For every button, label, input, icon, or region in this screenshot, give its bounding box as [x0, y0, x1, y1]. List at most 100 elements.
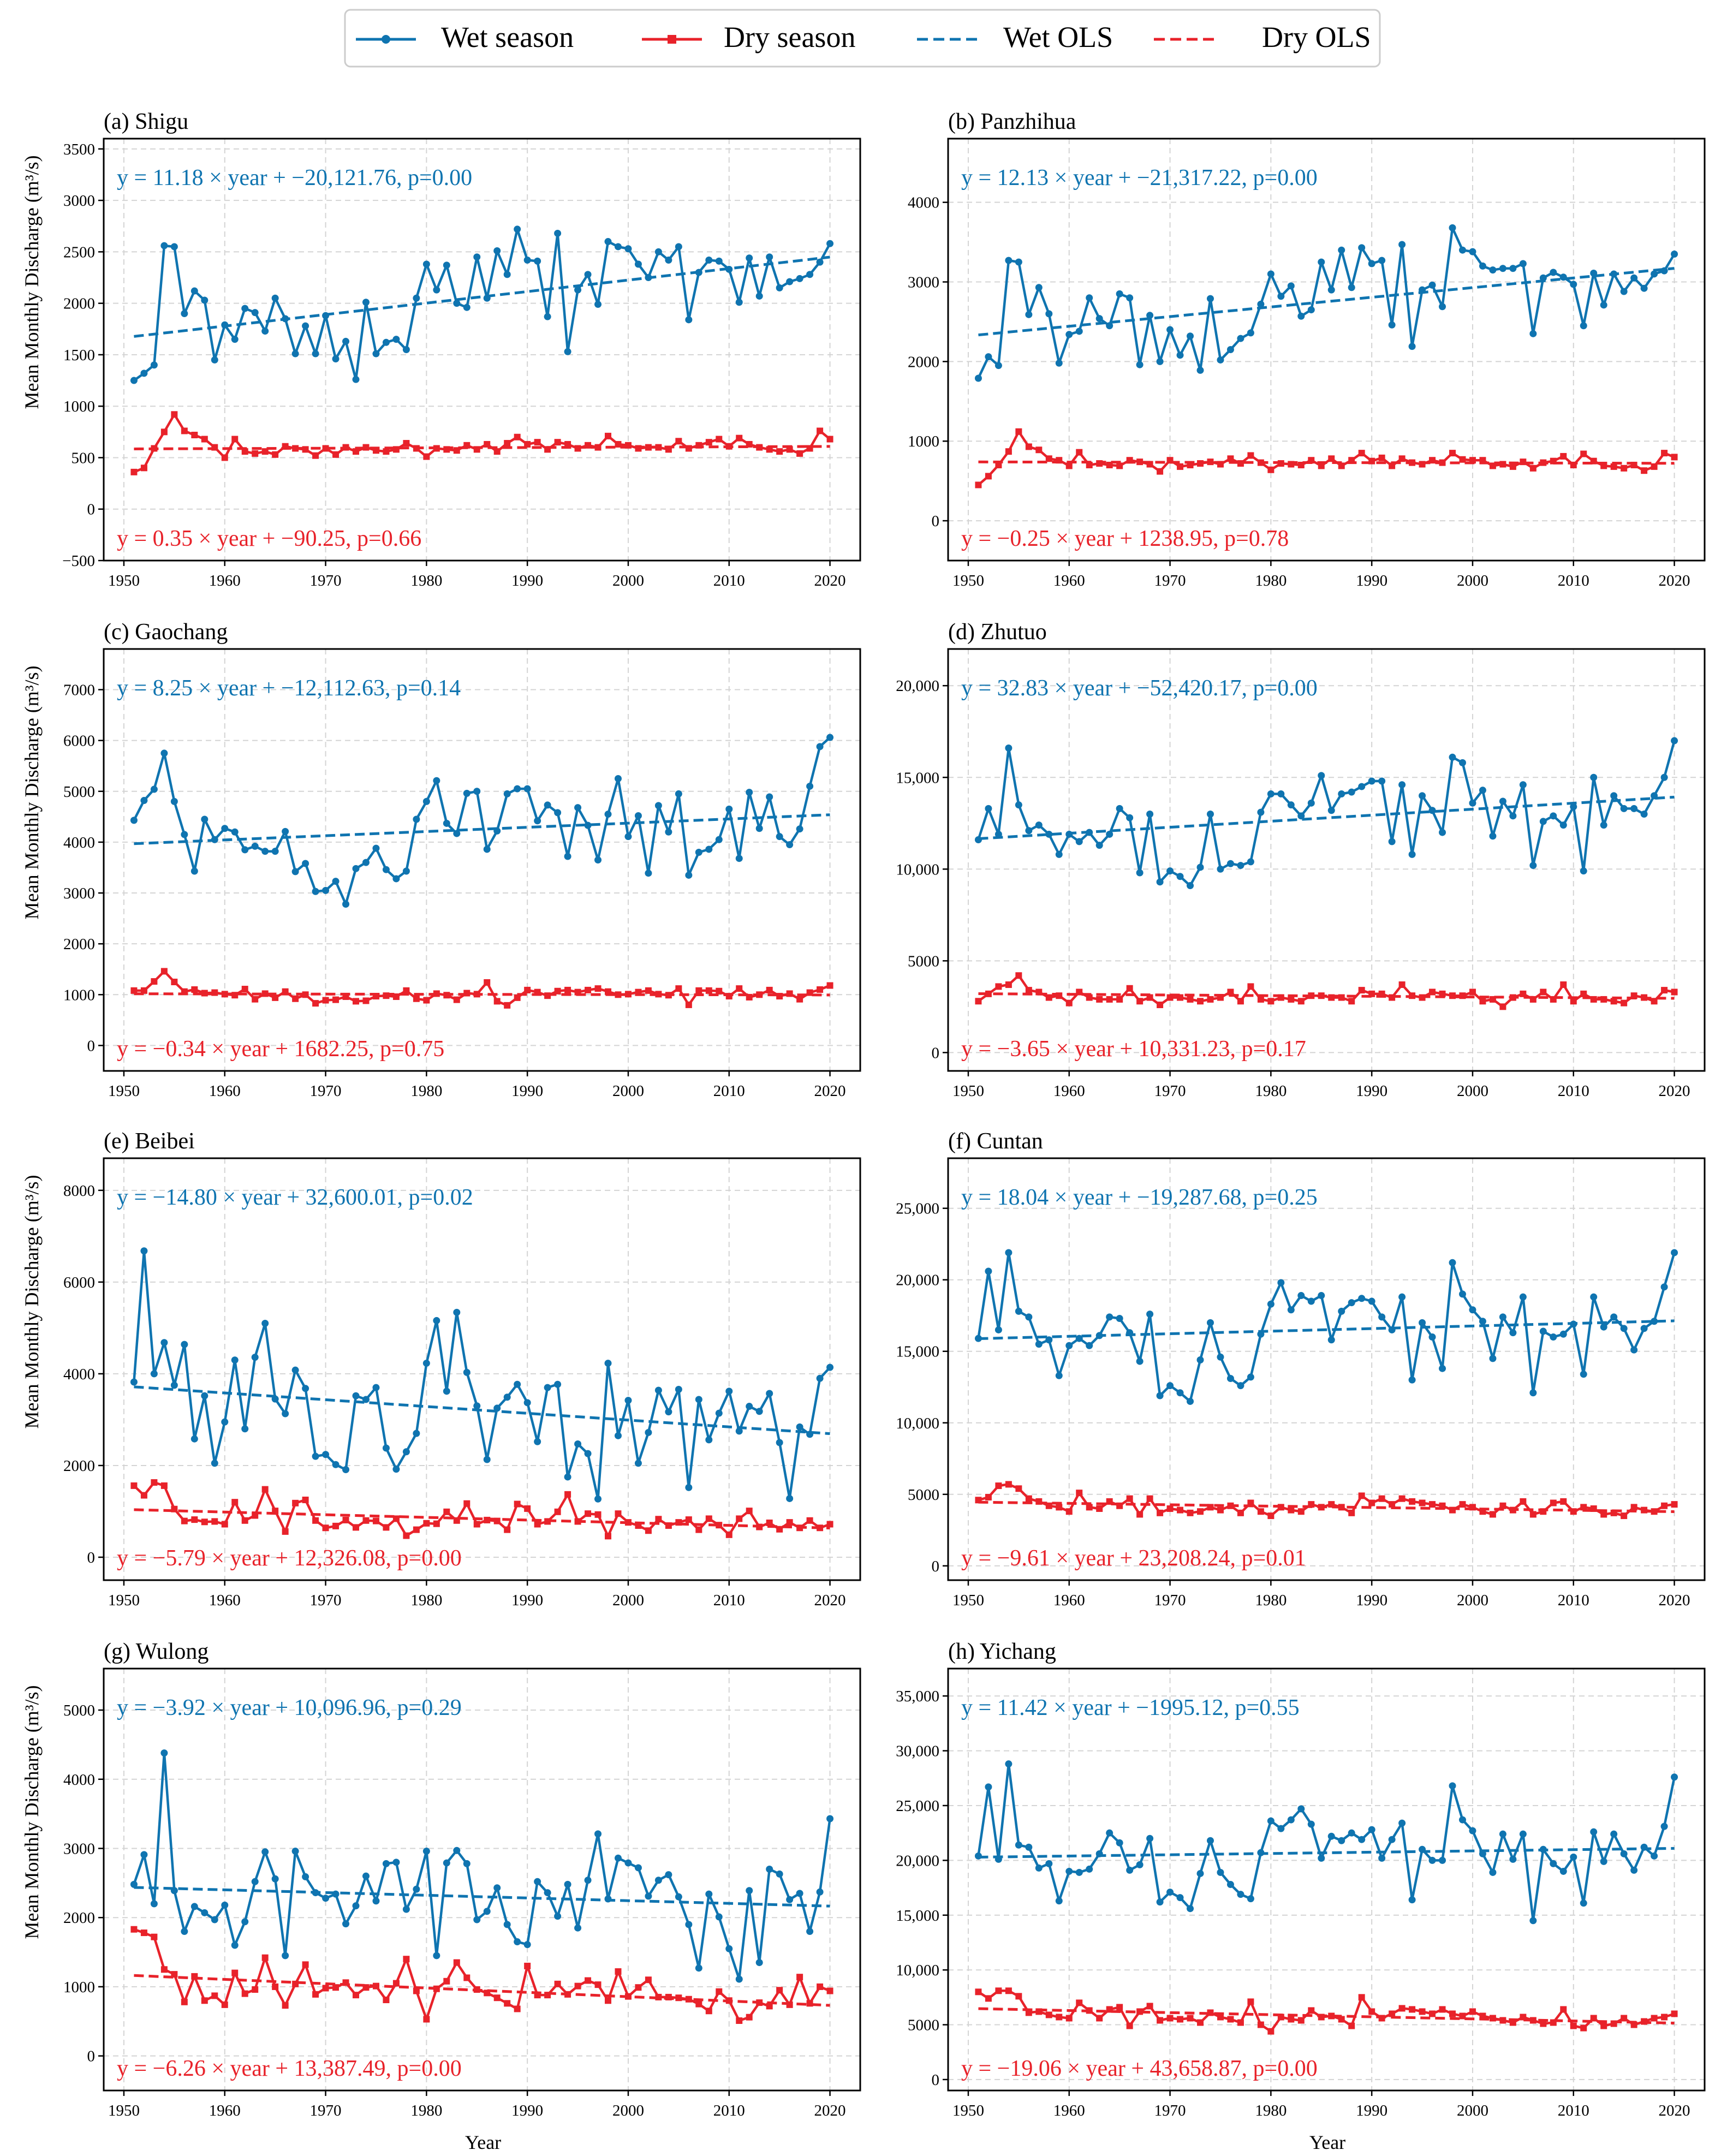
dry-season-point [1237, 2019, 1244, 2026]
wet-season-point [170, 1887, 178, 1895]
wet-season-point [645, 1428, 652, 1436]
dry-season-point [756, 444, 763, 451]
wet-season-point [725, 805, 733, 813]
dry-season-point [1661, 1502, 1668, 1509]
wet-season-point [1176, 1389, 1184, 1397]
wet-season-point [985, 1267, 992, 1275]
dry-season-point [1277, 460, 1284, 467]
dry-season-point [151, 1479, 158, 1486]
wet-season-point [604, 811, 612, 818]
wet-season-point [514, 1380, 521, 1388]
y-tick-label: 0 [87, 2048, 96, 2065]
wet-season-point [985, 353, 992, 361]
wet-season-point [1095, 315, 1103, 323]
wet-season-point [271, 848, 279, 855]
wet-season-line [133, 1249, 831, 1500]
dry-season-point [524, 440, 531, 448]
dry-season-point [1449, 992, 1456, 999]
wet-season-point [170, 797, 178, 805]
dry-season-point [1005, 1481, 1012, 1488]
wet-season-point [1277, 790, 1285, 798]
wet-season-point [241, 1425, 249, 1433]
dry-season-point [1429, 1501, 1436, 1508]
dry-season-point [1671, 454, 1678, 461]
dry-season-line [978, 1483, 1675, 1517]
dry-season-point [1449, 1506, 1456, 1514]
wet-season-point [190, 1435, 198, 1443]
wet-season-point [1136, 869, 1144, 877]
dry-season-point [332, 1522, 340, 1529]
wet-season-point [1469, 799, 1476, 807]
dry-season-point [1570, 2022, 1577, 2029]
dry-season-point [463, 990, 471, 997]
wet-season-point [1630, 1346, 1638, 1354]
wet-season-point [994, 362, 1002, 370]
wet-season-point [796, 825, 803, 833]
wet-season-point [1458, 759, 1466, 766]
dry-season-point [585, 442, 592, 449]
dry-season-point [1358, 987, 1365, 994]
wet-season-point [1055, 1897, 1063, 1905]
wet-season-point [1237, 862, 1244, 869]
dry-season-point [353, 448, 359, 455]
dry-season-point [736, 1515, 743, 1522]
dry-season-point [1005, 1987, 1012, 1994]
wet-season-point [994, 830, 1002, 838]
wet-season-point [160, 242, 168, 249]
dry-season-point [1499, 1502, 1506, 1509]
legend-item-wet-ols: Wet OLS [917, 21, 1113, 53]
wet-season-point [291, 1366, 299, 1374]
dry-season-point [1065, 462, 1073, 469]
wet-season-point [1126, 1329, 1134, 1337]
dry-season-point [1288, 461, 1295, 468]
x-tick-label: 1980 [1255, 572, 1287, 589]
x-tick-label: 1990 [1356, 1082, 1387, 1100]
wet-season-point [1539, 274, 1547, 282]
wet-season-point [1559, 273, 1567, 281]
wet-season-point [1428, 281, 1436, 289]
wet-season-point [392, 1859, 400, 1866]
dry-season-point [1409, 992, 1416, 999]
wet-season-point [1126, 294, 1134, 302]
wet-season-point [766, 793, 773, 801]
dry-season-point [1529, 2017, 1537, 2024]
wet-season-point [584, 821, 592, 829]
wet-season-point [705, 1436, 713, 1444]
x-tick-label: 1990 [511, 572, 543, 589]
wet-season-point [1439, 1856, 1446, 1864]
dry-season-point [383, 1996, 390, 2003]
dry-season-point [1520, 458, 1527, 466]
dry-season-point [665, 992, 672, 999]
dry-season-point [282, 443, 289, 450]
dry-season-point [1166, 1505, 1174, 1512]
dry-season-point [1489, 996, 1496, 1003]
wet-season-point [342, 1466, 350, 1474]
x-tick-label: 1950 [108, 572, 140, 589]
wet-season-point [352, 1392, 360, 1399]
dry-season-point [342, 1979, 349, 1986]
wet-season-point [261, 1319, 269, 1327]
wet-season-point [291, 350, 299, 358]
wet-season-point [1146, 312, 1154, 319]
dry-season-point [534, 1992, 541, 1999]
dry-season-point [1288, 1506, 1295, 1514]
wet-season-point [1388, 321, 1396, 329]
wet-season-point [372, 1384, 380, 1391]
wet-season-point [544, 1384, 551, 1391]
dry-season-point [1267, 1512, 1275, 1520]
wet-season-point [735, 855, 743, 862]
dry-season-point [1096, 2015, 1103, 2022]
wet-season-point [1065, 1342, 1073, 1349]
dry-season-point [514, 1500, 521, 1508]
dry-season-point [736, 434, 743, 442]
wet-season-point [1045, 310, 1053, 318]
dry-season-point [353, 1524, 359, 1531]
wet-season-point [725, 1945, 733, 1952]
wet-season-point [190, 287, 198, 295]
dry-season-point [493, 448, 501, 455]
x-tick-label: 1950 [108, 2102, 140, 2119]
wet-season-point [1106, 1313, 1113, 1321]
wet-season-point [786, 1494, 794, 1502]
dry-season-point [423, 997, 430, 1004]
dry-season-point [1378, 2015, 1385, 2022]
